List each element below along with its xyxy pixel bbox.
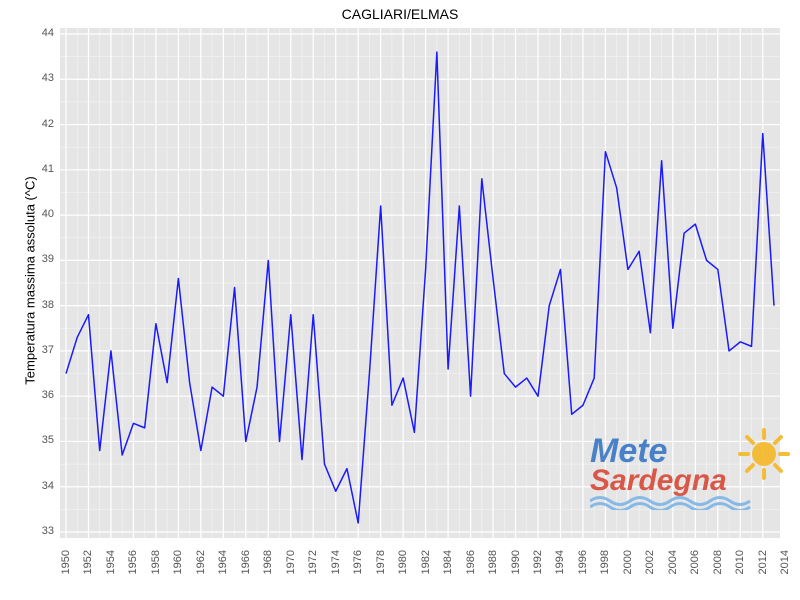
y-tick-label: 42 [28, 118, 54, 130]
x-tick-label: 1970 [285, 550, 297, 580]
x-tick-label: 2002 [644, 550, 656, 580]
x-tick-label: 1992 [532, 550, 544, 580]
x-tick-label: 1988 [487, 550, 499, 580]
x-tick-label: 1956 [127, 550, 139, 580]
y-tick-label: 36 [28, 389, 54, 401]
x-tick-label: 1974 [330, 550, 342, 580]
y-tick-label: 37 [28, 344, 54, 356]
x-tick-label: 2014 [779, 550, 791, 580]
x-tick-label: 2004 [667, 550, 679, 580]
x-tick-label: 2006 [689, 550, 701, 580]
x-tick-label: 1964 [217, 550, 229, 580]
x-tick-label: 1966 [240, 550, 252, 580]
x-tick-label: 1984 [442, 550, 454, 580]
y-tick-label: 35 [28, 434, 54, 446]
plot-area [60, 28, 780, 538]
x-tick-label: 1996 [577, 550, 589, 580]
x-tick-label: 1968 [262, 550, 274, 580]
x-tick-label: 1960 [172, 550, 184, 580]
y-tick-label: 33 [28, 525, 54, 537]
y-tick-label: 43 [28, 72, 54, 84]
y-tick-label: 40 [28, 208, 54, 220]
x-tick-label: 2008 [712, 550, 724, 580]
x-tick-label: 1972 [307, 550, 319, 580]
chart-title: CAGLIARI/ELMAS [0, 6, 800, 22]
x-tick-label: 1958 [150, 550, 162, 580]
x-tick-label: 1976 [352, 550, 364, 580]
x-tick-label: 2000 [622, 550, 634, 580]
x-tick-label: 1994 [554, 550, 566, 580]
chart-container: CAGLIARI/ELMAS Temperatura massima assol… [0, 0, 800, 600]
y-tick-label: 38 [28, 299, 54, 311]
x-tick-label: 2010 [734, 550, 746, 580]
x-tick-label: 1952 [82, 550, 94, 580]
x-tick-label: 2012 [757, 550, 769, 580]
y-tick-label: 34 [28, 480, 54, 492]
x-tick-label: 1950 [60, 550, 72, 580]
x-tick-label: 1980 [397, 550, 409, 580]
y-tick-label: 44 [28, 27, 54, 39]
y-axis-label: Temperatura massima assoluta (^C) [23, 161, 38, 401]
y-tick-label: 39 [28, 253, 54, 265]
y-tick-label: 41 [28, 163, 54, 175]
x-tick-label: 1982 [420, 550, 432, 580]
x-tick-label: 1990 [510, 550, 522, 580]
x-tick-label: 1954 [105, 550, 117, 580]
x-tick-label: 1986 [465, 550, 477, 580]
temperature-line [66, 52, 774, 523]
x-tick-label: 1962 [195, 550, 207, 580]
x-tick-label: 1978 [375, 550, 387, 580]
plot-svg [60, 28, 780, 538]
x-tick-label: 1998 [599, 550, 611, 580]
